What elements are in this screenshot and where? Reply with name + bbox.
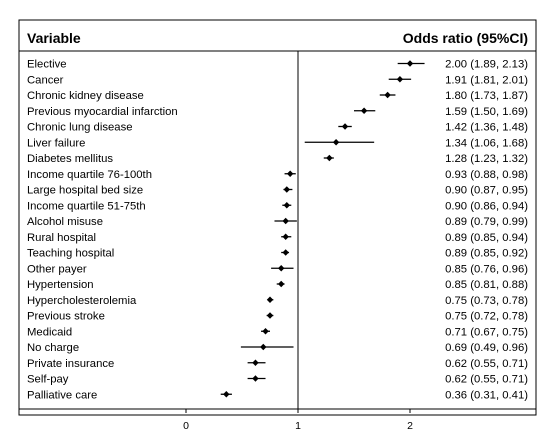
point-estimate-marker xyxy=(282,249,289,256)
row-label: Income quartile 76-100th xyxy=(27,169,152,181)
forest-rows: Elective 2.00 (1.89, 2.13) Cancer 1.91 (1.8… xyxy=(27,59,528,402)
row-label: Hypercholesterolemia xyxy=(27,295,137,307)
row-label: Cancer xyxy=(27,74,64,86)
forest-row: Diabetes mellitus 1.28 (1.23, 1.32) xyxy=(27,153,528,165)
header-odds-ratio: Odds ratio (95%CI) xyxy=(403,30,528,46)
odds-ratio-value: 1.28 (1.23, 1.32) xyxy=(445,153,528,165)
row-label: Alcohol misuse xyxy=(27,216,103,228)
row-label: Other payer xyxy=(27,263,87,275)
forest-row: Alcohol misuse 0.89 (0.79, 0.99) xyxy=(27,216,528,228)
row-label: Large hospital bed size xyxy=(27,185,143,197)
point-estimate-marker xyxy=(396,76,404,83)
forest-row: Medicaid 0.71 (0.67, 0.75) xyxy=(27,326,528,338)
odds-ratio-value: 1.42 (1.36, 1.48) xyxy=(445,122,528,134)
point-estimate-marker xyxy=(278,280,285,288)
point-estimate-marker xyxy=(262,328,269,335)
odds-ratio-value: 0.62 (0.55, 0.71) xyxy=(445,374,528,386)
row-label: Private insurance xyxy=(27,358,114,370)
x-tick-label: 1 xyxy=(295,420,301,432)
row-label: Rural hospital xyxy=(27,232,96,244)
point-estimate-marker xyxy=(384,91,391,99)
point-estimate-marker xyxy=(223,391,230,398)
row-label: Elective xyxy=(27,59,67,71)
odds-ratio-value: 0.85 (0.81, 0.88) xyxy=(445,279,528,291)
row-label: Income quartile 51-75th xyxy=(27,200,146,212)
point-estimate-marker xyxy=(278,265,285,272)
point-estimate-marker xyxy=(282,217,289,225)
forest-row: Self-pay 0.62 (0.55, 0.71) xyxy=(27,374,528,386)
forest-row: Income quartile 51-75th 0.90 (0.86, 0.94) xyxy=(27,200,528,212)
odds-ratio-value: 2.00 (1.89, 2.13) xyxy=(445,59,528,71)
forest-row: Private insurance 0.62 (0.55, 0.71) xyxy=(27,358,528,370)
plot-frame xyxy=(18,19,537,416)
point-estimate-marker xyxy=(282,233,289,240)
odds-ratio-value: 0.90 (0.87, 0.95) xyxy=(445,185,528,197)
header-variable: Variable xyxy=(27,30,81,46)
point-estimate-marker xyxy=(326,154,333,162)
forest-row: Other payer 0.85 (0.76, 0.96) xyxy=(27,263,528,275)
row-label: Chronic kidney disease xyxy=(27,90,144,102)
row-label: Liver failure xyxy=(27,137,85,149)
forest-row: Chronic kidney disease 1.80 (1.73, 1.87) xyxy=(27,90,528,102)
forest-row: Income quartile 76-100th 0.93 (0.88, 0.98… xyxy=(27,169,528,181)
forest-row: Previous myocardial infarction 1.59 (1.50… xyxy=(27,106,528,118)
odds-ratio-value: 0.71 (0.67, 0.75) xyxy=(445,326,528,338)
forest-row: Teaching hospital 0.89 (0.85, 0.92) xyxy=(27,248,528,260)
forest-row: Large hospital bed size 0.90 (0.87, 0.95) xyxy=(27,185,528,197)
point-estimate-marker xyxy=(360,107,368,114)
forest-row: Elective 2.00 (1.89, 2.13) xyxy=(27,59,528,71)
point-estimate-marker xyxy=(406,60,414,67)
point-estimate-marker xyxy=(252,375,259,382)
odds-ratio-value: 0.69 (0.49, 0.96) xyxy=(445,342,528,354)
odds-ratio-value: 1.34 (1.06, 1.68) xyxy=(445,137,528,149)
forest-row: Liver failure 1.34 (1.06, 1.68) xyxy=(27,137,528,149)
forest-row: Hypercholesterolemia 0.75 (0.73, 0.78) xyxy=(27,295,528,307)
odds-ratio-value: 0.75 (0.72, 0.78) xyxy=(445,311,528,323)
point-estimate-marker xyxy=(266,296,274,303)
row-label: Medicaid xyxy=(27,326,72,338)
row-label: Hypertension xyxy=(27,279,94,291)
forest-row: No charge 0.69 (0.49, 0.96) xyxy=(27,342,528,354)
row-label: Self-pay xyxy=(27,374,69,386)
odds-ratio-value: 0.62 (0.55, 0.71) xyxy=(445,358,528,370)
row-label: Teaching hospital xyxy=(27,248,114,260)
odds-ratio-value: 0.89 (0.79, 0.99) xyxy=(445,216,528,228)
point-estimate-marker xyxy=(332,139,340,146)
forest-row: Cancer 1.91 (1.81, 2.01) xyxy=(27,74,528,86)
point-estimate-marker xyxy=(252,359,259,366)
point-estimate-marker xyxy=(283,202,290,209)
x-axis-ticks: 0 1 2 xyxy=(183,409,413,432)
forest-row: Palliative care 0.36 (0.31, 0.41) xyxy=(27,389,528,401)
odds-ratio-value: 0.89 (0.85, 0.94) xyxy=(445,232,528,244)
point-estimate-marker xyxy=(341,123,349,130)
point-estimate-marker xyxy=(283,186,290,193)
row-label: Chronic lung disease xyxy=(27,122,133,134)
x-tick-label: 2 xyxy=(407,420,413,432)
odds-ratio-value: 1.80 (1.73, 1.87) xyxy=(445,90,528,102)
point-estimate-marker xyxy=(260,343,267,351)
odds-ratio-value: 0.89 (0.85, 0.92) xyxy=(445,248,528,260)
odds-ratio-value: 0.75 (0.73, 0.78) xyxy=(445,295,528,307)
odds-ratio-value: 1.59 (1.50, 1.69) xyxy=(445,106,528,118)
point-estimate-marker xyxy=(286,170,294,177)
odds-ratio-value: 0.90 (0.86, 0.94) xyxy=(445,200,528,212)
row-label: Palliative care xyxy=(27,389,97,401)
row-label: Diabetes mellitus xyxy=(27,153,113,165)
odds-ratio-value: 0.93 (0.88, 0.98) xyxy=(445,169,528,181)
forest-row: Previous stroke 0.75 (0.72, 0.78) xyxy=(27,311,528,323)
forest-row: Hypertension 0.85 (0.81, 0.88) xyxy=(27,279,528,291)
point-estimate-marker xyxy=(266,312,274,319)
odds-ratio-value: 0.85 (0.76, 0.96) xyxy=(445,263,528,275)
odds-ratio-value: 0.36 (0.31, 0.41) xyxy=(445,389,528,401)
forest-row: Chronic lung disease 1.42 (1.36, 1.48) xyxy=(27,122,528,134)
row-label: No charge xyxy=(27,342,79,354)
row-label: Previous stroke xyxy=(27,311,105,323)
odds-ratio-value: 1.91 (1.81, 2.01) xyxy=(445,74,528,86)
x-tick-label: 0 xyxy=(183,420,189,432)
row-label: Previous myocardial infarction xyxy=(27,106,178,118)
forest-row: Rural hospital 0.89 (0.85, 0.94) xyxy=(27,232,528,244)
